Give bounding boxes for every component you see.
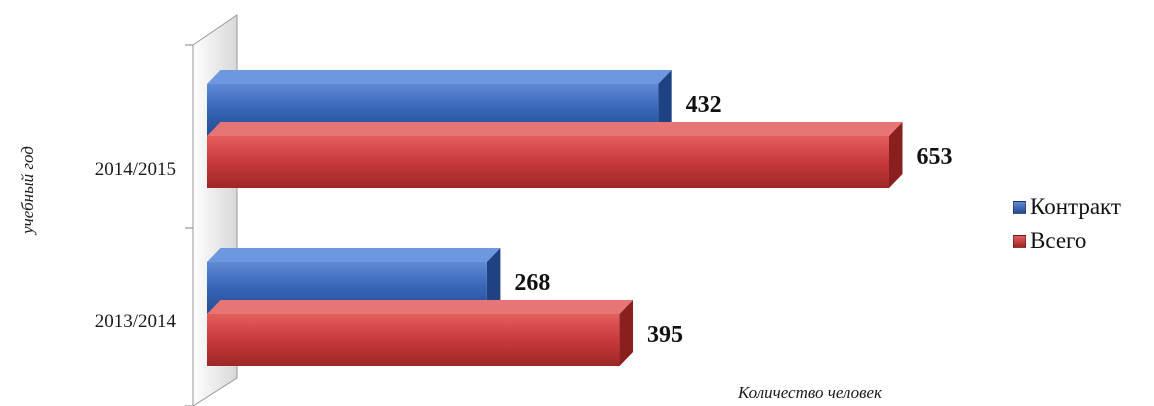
bar-total-2013-2014 — [207, 314, 620, 366]
legend-swatch-total — [1013, 234, 1026, 248]
legend-item-total: Всего — [1013, 224, 1121, 258]
y-tick-label: 2013/2014 — [95, 311, 177, 332]
legend-label-contract: Контракт — [1030, 194, 1121, 219]
legend-swatch-contract — [1013, 200, 1026, 214]
bar-total-2014-2015 — [207, 136, 889, 188]
data-label: 268 — [514, 270, 550, 296]
data-label: 432 — [686, 92, 722, 118]
y-tick-label: 2014/2015 — [95, 159, 176, 180]
y-axis-title: учебный год — [18, 146, 37, 236]
bar-side-face — [486, 248, 501, 314]
bar-side-face — [619, 300, 634, 366]
legend-label-total: Всего — [1030, 228, 1087, 253]
bar-side-face — [658, 70, 672, 136]
data-label: 653 — [917, 144, 953, 170]
bar-top-face — [207, 122, 903, 136]
bar-side-face — [889, 122, 903, 188]
bar-top-face — [207, 70, 672, 84]
legend: Контракт Всего — [1013, 190, 1121, 258]
data-label: 395 — [647, 322, 683, 348]
bar-top-face — [207, 248, 501, 262]
legend-item-contract: Контракт — [1013, 190, 1121, 224]
x-axis-title: Количество человек — [737, 383, 883, 402]
bar-top-face — [207, 300, 634, 314]
